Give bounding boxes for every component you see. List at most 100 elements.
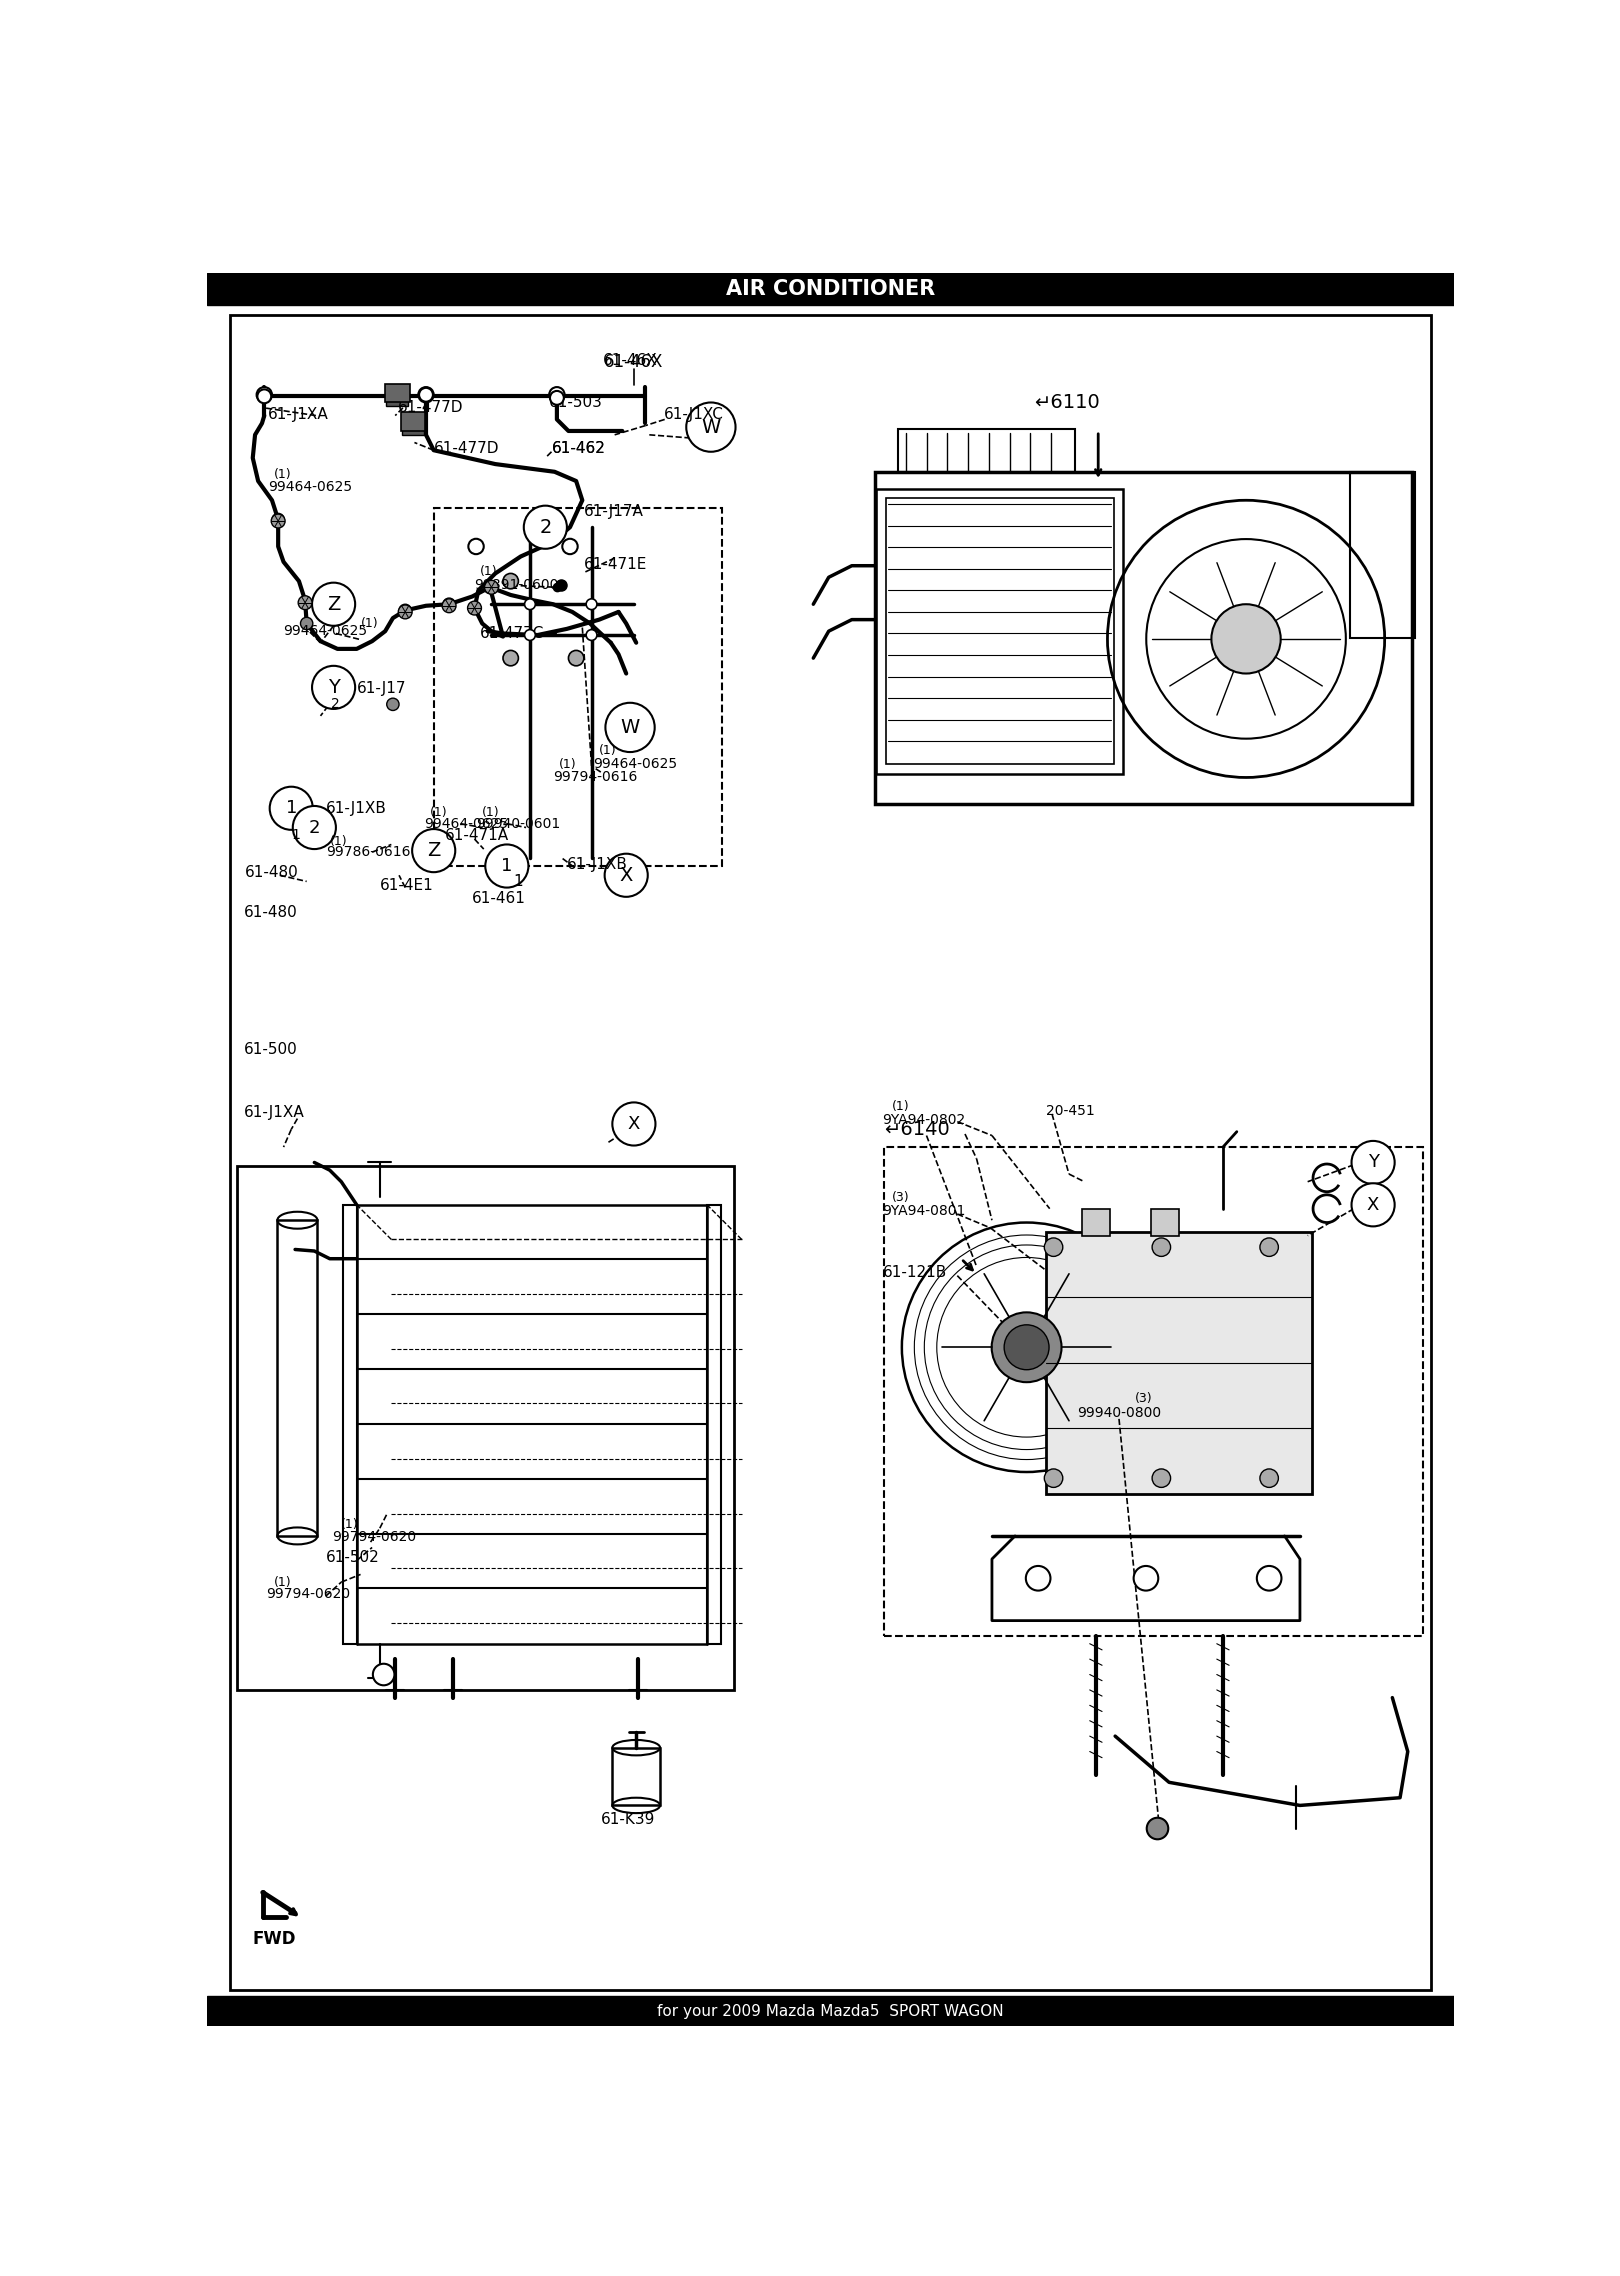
Text: 99786-0616: 99786-0616: [326, 844, 410, 858]
Text: 9YA94-0801: 9YA94-0801: [883, 1204, 966, 1218]
Circle shape: [411, 828, 455, 872]
Circle shape: [525, 630, 535, 640]
Text: 2: 2: [308, 819, 321, 838]
Text: 2: 2: [539, 517, 551, 537]
Circle shape: [1025, 1566, 1050, 1591]
Text: 9YA94-0802: 9YA94-0802: [883, 1113, 966, 1127]
Text: (3): (3): [1134, 1393, 1152, 1404]
Circle shape: [1212, 603, 1281, 674]
Text: 61-121B: 61-121B: [883, 1265, 946, 1279]
Text: 99794-0620: 99794-0620: [267, 1586, 352, 1600]
Text: 61-471A: 61-471A: [446, 828, 509, 842]
Bar: [386, 391, 408, 407]
Text: 61-J1XB: 61-J1XB: [567, 858, 629, 872]
Text: 61-46X: 61-46X: [604, 353, 664, 371]
Circle shape: [484, 580, 496, 594]
Text: 20-451: 20-451: [1047, 1104, 1095, 1118]
Circle shape: [612, 1102, 656, 1145]
Text: X: X: [1367, 1195, 1379, 1213]
Circle shape: [272, 514, 285, 526]
Bar: [400, 412, 424, 430]
Text: 1: 1: [285, 799, 296, 817]
Circle shape: [373, 1664, 394, 1684]
Circle shape: [269, 787, 313, 831]
Text: 61-K39: 61-K39: [601, 1812, 656, 1828]
Text: 61-461: 61-461: [471, 890, 526, 906]
Circle shape: [468, 539, 484, 553]
Text: 61-477D: 61-477D: [434, 442, 499, 455]
Text: 61-J17A: 61-J17A: [583, 505, 643, 519]
Circle shape: [606, 703, 654, 751]
Text: (1): (1): [559, 758, 577, 772]
Bar: [402, 419, 424, 435]
Text: 99464-0625: 99464-0625: [269, 480, 352, 494]
Circle shape: [271, 514, 285, 528]
Circle shape: [549, 387, 565, 403]
Circle shape: [1152, 1468, 1171, 1489]
Circle shape: [418, 387, 434, 403]
Circle shape: [1351, 1184, 1395, 1227]
Text: 99891-0600: 99891-0600: [475, 578, 559, 592]
Circle shape: [523, 505, 567, 549]
Text: 99794-0620: 99794-0620: [332, 1529, 416, 1545]
Circle shape: [399, 605, 411, 619]
Text: 61-477D: 61-477D: [397, 401, 463, 417]
Circle shape: [604, 854, 648, 897]
Bar: [886, 498, 1113, 765]
Circle shape: [525, 599, 535, 610]
Text: 61-500: 61-500: [243, 1042, 296, 1056]
Bar: [1082, 1209, 1110, 1236]
Text: Z: Z: [327, 594, 340, 615]
Bar: [343, 1204, 356, 1643]
Text: (1): (1): [893, 1099, 909, 1113]
Circle shape: [313, 667, 355, 708]
Text: (1): (1): [599, 744, 617, 758]
Text: 61-503: 61-503: [549, 396, 603, 410]
Circle shape: [586, 599, 596, 610]
Circle shape: [298, 596, 313, 610]
Text: Z: Z: [428, 842, 441, 860]
Circle shape: [586, 630, 596, 640]
Bar: [1047, 1231, 1312, 1493]
Text: 99464-0625: 99464-0625: [593, 758, 677, 772]
Circle shape: [442, 599, 457, 612]
Circle shape: [387, 699, 399, 710]
Text: 61-J17: 61-J17: [356, 681, 407, 696]
Text: W: W: [620, 717, 640, 737]
Text: X: X: [619, 865, 633, 885]
Circle shape: [562, 539, 578, 553]
Circle shape: [1351, 1140, 1395, 1184]
Text: (1): (1): [480, 564, 497, 578]
Bar: [876, 489, 1123, 774]
Circle shape: [256, 387, 272, 403]
Text: 61-462: 61-462: [551, 442, 606, 455]
Text: 99464-0625: 99464-0625: [424, 817, 509, 831]
Text: (1): (1): [330, 835, 347, 849]
Text: ↵6140: ↵6140: [885, 1120, 949, 1138]
Text: 1: 1: [501, 858, 512, 874]
Text: (1): (1): [361, 617, 377, 630]
Text: for your 2009 Mazda Mazda5  SPORT WAGON: for your 2009 Mazda Mazda5 SPORT WAGON: [658, 2003, 1003, 2019]
Circle shape: [569, 651, 583, 667]
Circle shape: [502, 574, 518, 589]
Text: 99940-0601: 99940-0601: [476, 817, 561, 831]
Bar: [1152, 1209, 1179, 1236]
Circle shape: [293, 806, 335, 849]
Text: ↵6110: ↵6110: [1034, 394, 1100, 412]
Bar: [207, 273, 1455, 305]
Circle shape: [502, 651, 518, 667]
Bar: [386, 385, 410, 403]
Circle shape: [1147, 1819, 1168, 1839]
Text: 61-46X: 61-46X: [603, 353, 658, 369]
Circle shape: [1045, 1468, 1063, 1489]
Bar: [885, 1147, 1422, 1636]
Circle shape: [1257, 1566, 1281, 1591]
Text: (3): (3): [893, 1190, 909, 1204]
Circle shape: [399, 603, 411, 617]
Text: 61-480: 61-480: [243, 906, 296, 920]
Text: 1: 1: [292, 828, 300, 842]
Circle shape: [468, 601, 481, 615]
Text: Y: Y: [1367, 1154, 1379, 1172]
Bar: [434, 508, 723, 867]
Circle shape: [486, 844, 528, 888]
